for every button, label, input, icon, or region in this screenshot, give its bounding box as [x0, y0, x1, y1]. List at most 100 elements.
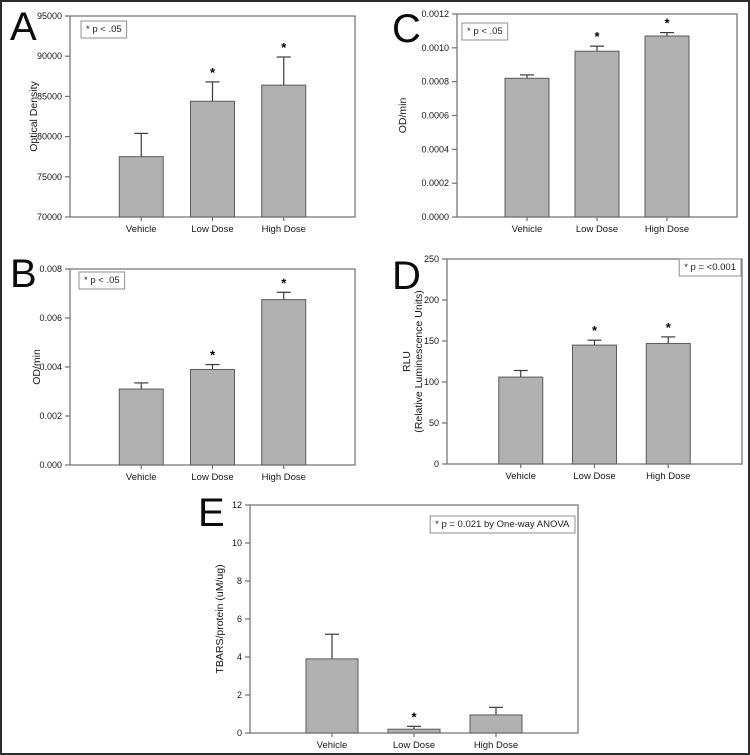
significance-asterisk: * [281, 40, 287, 55]
bar [469, 714, 523, 734]
y-tick-label: 6 [237, 614, 242, 624]
category-label: Low Dose [393, 740, 435, 751]
panel-letter-b: B [10, 252, 37, 296]
significance-asterisk: * [411, 709, 417, 724]
p-value-annotation: * p < .05 [86, 24, 122, 35]
y-tick-label: 200 [424, 295, 439, 305]
panel-letter-e: E [198, 491, 225, 535]
y-tick-label: 0.0010 [421, 43, 449, 53]
annotation-box [80, 20, 128, 39]
bar-chart-rlu: 0 50 100 150 200 250 RLU (Relative Luminescence… [401, 254, 743, 482]
bar [498, 376, 544, 465]
y-axis-label: RLU [401, 351, 413, 372]
category-label: Vehicle [126, 472, 157, 483]
bar-chart-od-min-b: 0.000 0.002 0.004 0.006 0.008 OD/min Vehicle * L… [31, 264, 356, 483]
y-tick-label: 0.0002 [421, 178, 449, 188]
y-axis-label: OD/min [31, 349, 43, 385]
y-tick-label: 80000 [37, 132, 62, 142]
y-tick-label: 0.006 [39, 313, 62, 323]
y-tick-label: 0.0004 [421, 144, 449, 154]
panel-letter-d: D [392, 254, 421, 298]
bar [504, 77, 550, 218]
bar [644, 35, 690, 218]
category-label: Vehicle [505, 471, 536, 482]
category-label: Low Dose [191, 472, 233, 483]
bar [645, 342, 691, 465]
panel-b: B 0.000 0.002 0.004 0.006 0.008 OD/min Vehicle… [7, 252, 372, 484]
category-label: Low Dose [573, 471, 615, 482]
y-tick-label: 0.008 [39, 264, 62, 274]
bar [118, 388, 164, 466]
y-tick-label: 90000 [37, 51, 62, 61]
bar [190, 100, 235, 218]
annotation-box [429, 515, 576, 534]
y-axis-label: (Relative Luminescence Units) [413, 290, 425, 432]
significance-asterisk: * [210, 348, 216, 363]
category-label: Vehicle [317, 740, 348, 751]
panel-a: A 70000 75000 80000 85000 90000 95000 Optical … [7, 7, 372, 244]
y-tick-label: 70000 [37, 212, 62, 222]
significance-asterisk: * [592, 323, 598, 338]
p-value-annotation: * p < .05 [84, 275, 120, 286]
y-tick-label: 50 [429, 418, 439, 428]
bar-chart-od-min-c: 0.0000 0.0002 0.0004 0.0006 0.0008 0.0010 0.00… [397, 9, 738, 235]
annotation-box [78, 271, 126, 290]
bar [574, 50, 620, 218]
category-label: Vehicle [126, 224, 157, 235]
significance-asterisk: * [664, 16, 670, 31]
y-tick-label: 0 [434, 459, 439, 469]
y-tick-label: 2 [237, 690, 242, 700]
y-tick-label: 95000 [37, 11, 62, 21]
bar [261, 84, 307, 218]
bar [305, 658, 359, 734]
p-value-annotation: * p = <0.001 [684, 262, 736, 273]
y-tick-label: 0 [237, 728, 242, 738]
y-axis-label: TBARS/protein (uM/ug) [214, 564, 226, 673]
significance-asterisk: * [666, 320, 672, 335]
y-tick-label: 12 [232, 500, 242, 510]
significance-asterisk: * [210, 65, 216, 80]
y-tick-label: 250 [424, 254, 439, 264]
bar-chart-tbars: 0 2 4 6 8 10 12 TBARS/protein (uM/ug) Vehicle * Lo… [214, 500, 579, 751]
plot-frame [249, 504, 579, 734]
panel-e: E 0 2 4 6 8 10 12 TBARS/protein (uM/ug) Vehicle *… [142, 489, 602, 753]
panel-letter-a: A [10, 5, 37, 49]
bar [387, 728, 441, 734]
y-tick-label: 10 [232, 538, 242, 548]
annotation-box [461, 22, 509, 41]
category-label: Low Dose [191, 224, 233, 235]
significance-asterisk: * [281, 275, 287, 290]
panel-c: C 0.0000 0.0002 0.0004 0.0006 0.0008 0.0010 0.… [382, 7, 747, 244]
y-tick-label: 100 [424, 377, 439, 387]
y-tick-label: 0.002 [39, 411, 62, 421]
category-label: High Dose [646, 471, 690, 482]
panel-letter-c: C [392, 7, 421, 51]
y-tick-label: 0.000 [39, 460, 62, 470]
bar [572, 344, 617, 465]
y-axis-label: Optical Density [28, 80, 40, 151]
p-value-annotation: * p = 0.021 by One-way ANOVA [435, 519, 570, 530]
category-label: High Dose [474, 740, 518, 751]
y-tick-label: 0.0012 [421, 9, 449, 19]
bar [261, 299, 307, 466]
panel-d: D 0 50 100 150 200 250 RLU (Relative Luminescen… [382, 252, 747, 484]
bar [118, 156, 164, 218]
p-value-annotation: * p < .05 [467, 26, 503, 37]
y-axis-label: OD/min [397, 98, 409, 134]
y-tick-label: 0.0000 [421, 212, 449, 222]
category-label: Low Dose [576, 224, 618, 235]
bar [190, 368, 235, 466]
y-tick-label: 85000 [37, 91, 62, 101]
category-label: Vehicle [512, 224, 543, 235]
significance-asterisk: * [594, 29, 600, 44]
y-tick-label: 0.0006 [421, 111, 449, 121]
category-label: High Dose [645, 224, 689, 235]
bar-chart-optical-density: 70000 75000 80000 85000 90000 95000 Optical De… [28, 11, 356, 235]
y-tick-label: 8 [237, 576, 242, 586]
y-tick-label: 4 [237, 652, 242, 662]
annotation-box [678, 258, 742, 277]
category-label: High Dose [262, 224, 306, 235]
category-label: High Dose [262, 472, 306, 483]
y-tick-label: 150 [424, 336, 439, 346]
